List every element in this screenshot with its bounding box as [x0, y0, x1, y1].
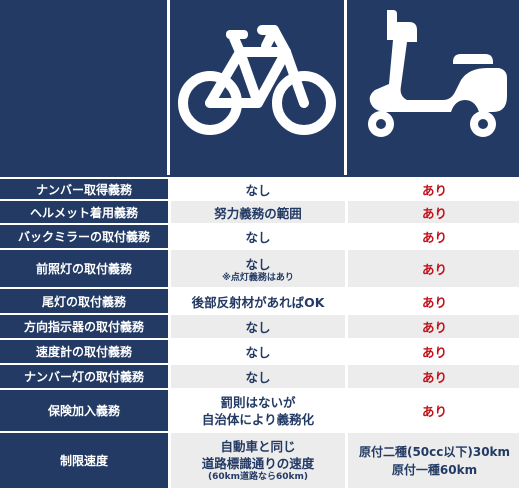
bicycle-value: 努力義務の範囲: [168, 201, 345, 223]
scooter-value-text: あり: [421, 370, 447, 385]
header-scooter-cell: [346, 0, 519, 175]
scooter-value-text: あり: [421, 345, 447, 360]
table-row: 制限速度 自動車と同じ 道路標識通りの速度 (60km道路なら60km) 原付二…: [0, 433, 519, 488]
bicycle-value: なし: [168, 225, 345, 248]
table-row: 保険加入義務 罰則はないが 自治体により義務化 あり: [0, 390, 519, 431]
scooter-value: あり: [345, 179, 519, 199]
bicycle-value: なし ※点灯義務はあり: [168, 250, 345, 287]
table-row: 速度計の取付義務 なし あり: [0, 340, 519, 363]
scooter-value: あり: [345, 250, 519, 287]
table-row: ナンバー取得義務 なし あり: [0, 179, 519, 199]
bicycle-icon: [178, 25, 337, 135]
row-label: 速度計の取付義務: [0, 340, 168, 363]
bicycle-value: なし: [168, 179, 345, 199]
table-row: 方向指示器の取付義務 なし あり: [0, 315, 519, 338]
table-row: ヘルメット着用義務 努力義務の範囲 あり: [0, 201, 519, 223]
bicycle-value: 自動車と同じ 道路標識通りの速度 (60km道路なら60km): [168, 433, 345, 488]
bicycle-value-line1: 罰則はないが: [220, 394, 296, 410]
scooter-value-text: あり: [421, 320, 447, 335]
table-row: バックミラーの取付義務 なし あり: [0, 225, 519, 248]
scooter-value: あり: [345, 315, 519, 338]
scooter-value-text: あり: [421, 404, 447, 419]
scooter-value: あり: [345, 289, 519, 313]
scooter-value: あり: [345, 340, 519, 363]
bicycle-value-line2: 自治体により義務化: [201, 411, 315, 427]
row-label: バックミラーの取付義務: [0, 225, 168, 248]
row-label: ナンバー灯の取付義務: [0, 365, 168, 388]
scooter-value: あり: [345, 201, 519, 223]
table-row: 尾灯の取付義務 後部反射材があればOK あり: [0, 289, 519, 313]
bicycle-value: 後部反射材があればOK: [168, 289, 345, 313]
comparison-table: ナンバー取得義務 なし あり ヘルメット着用義務 努力義務の範囲 あり バックミ…: [0, 177, 519, 490]
scooter-value-text: あり: [421, 262, 447, 277]
scooter-value: 原付二種(50cc以下)30km 原付一種60km: [345, 433, 519, 488]
row-label: 保険加入義務: [0, 390, 168, 431]
scooter-value-line2: 原付一種60km: [391, 462, 478, 477]
scooter-value: あり: [345, 390, 519, 431]
row-label: ナンバー取得義務: [0, 179, 168, 199]
scooter-icon: [367, 10, 507, 137]
bicycle-value: なし: [168, 315, 345, 338]
bicycle-value-line2: 道路標識通りの速度: [201, 456, 315, 471]
scooter-value-text: あり: [421, 294, 447, 310]
bicycle-value-note: ※点灯義務はあり: [222, 272, 294, 283]
row-label: 前照灯の取付義務: [0, 250, 168, 287]
scooter-value-text: あり: [421, 230, 447, 245]
scooter-value-text: あり: [421, 182, 447, 198]
scooter-value-text: あり: [421, 205, 447, 221]
row-label: 方向指示器の取付義務: [0, 315, 168, 338]
row-label: 制限速度: [0, 433, 168, 488]
bicycle-value-line1: 自動車と同じ: [220, 439, 296, 454]
header-row: [0, 0, 519, 175]
scooter-value-line1: 原付二種(50cc以下)30km: [358, 444, 511, 459]
bicycle-value-note: (60km道路なら60km): [207, 472, 308, 482]
header-divider: [0, 175, 519, 177]
bicycle-value: なし: [168, 365, 345, 388]
bicycle-value-text: なし: [245, 256, 271, 272]
table-row: 前照灯の取付義務 なし ※点灯義務はあり あり: [0, 250, 519, 287]
header-bicycle-cell: [170, 0, 344, 175]
header-blank-cell: [0, 0, 168, 175]
scooter-value: あり: [345, 225, 519, 248]
bicycle-value: 罰則はないが 自治体により義務化: [168, 390, 345, 431]
bicycle-value: なし: [168, 340, 345, 363]
row-label: 尾灯の取付義務: [0, 289, 168, 313]
scooter-value: あり: [345, 365, 519, 388]
table-row: ナンバー灯の取付義務 なし あり: [0, 365, 519, 388]
row-label: ヘルメット着用義務: [0, 201, 168, 223]
